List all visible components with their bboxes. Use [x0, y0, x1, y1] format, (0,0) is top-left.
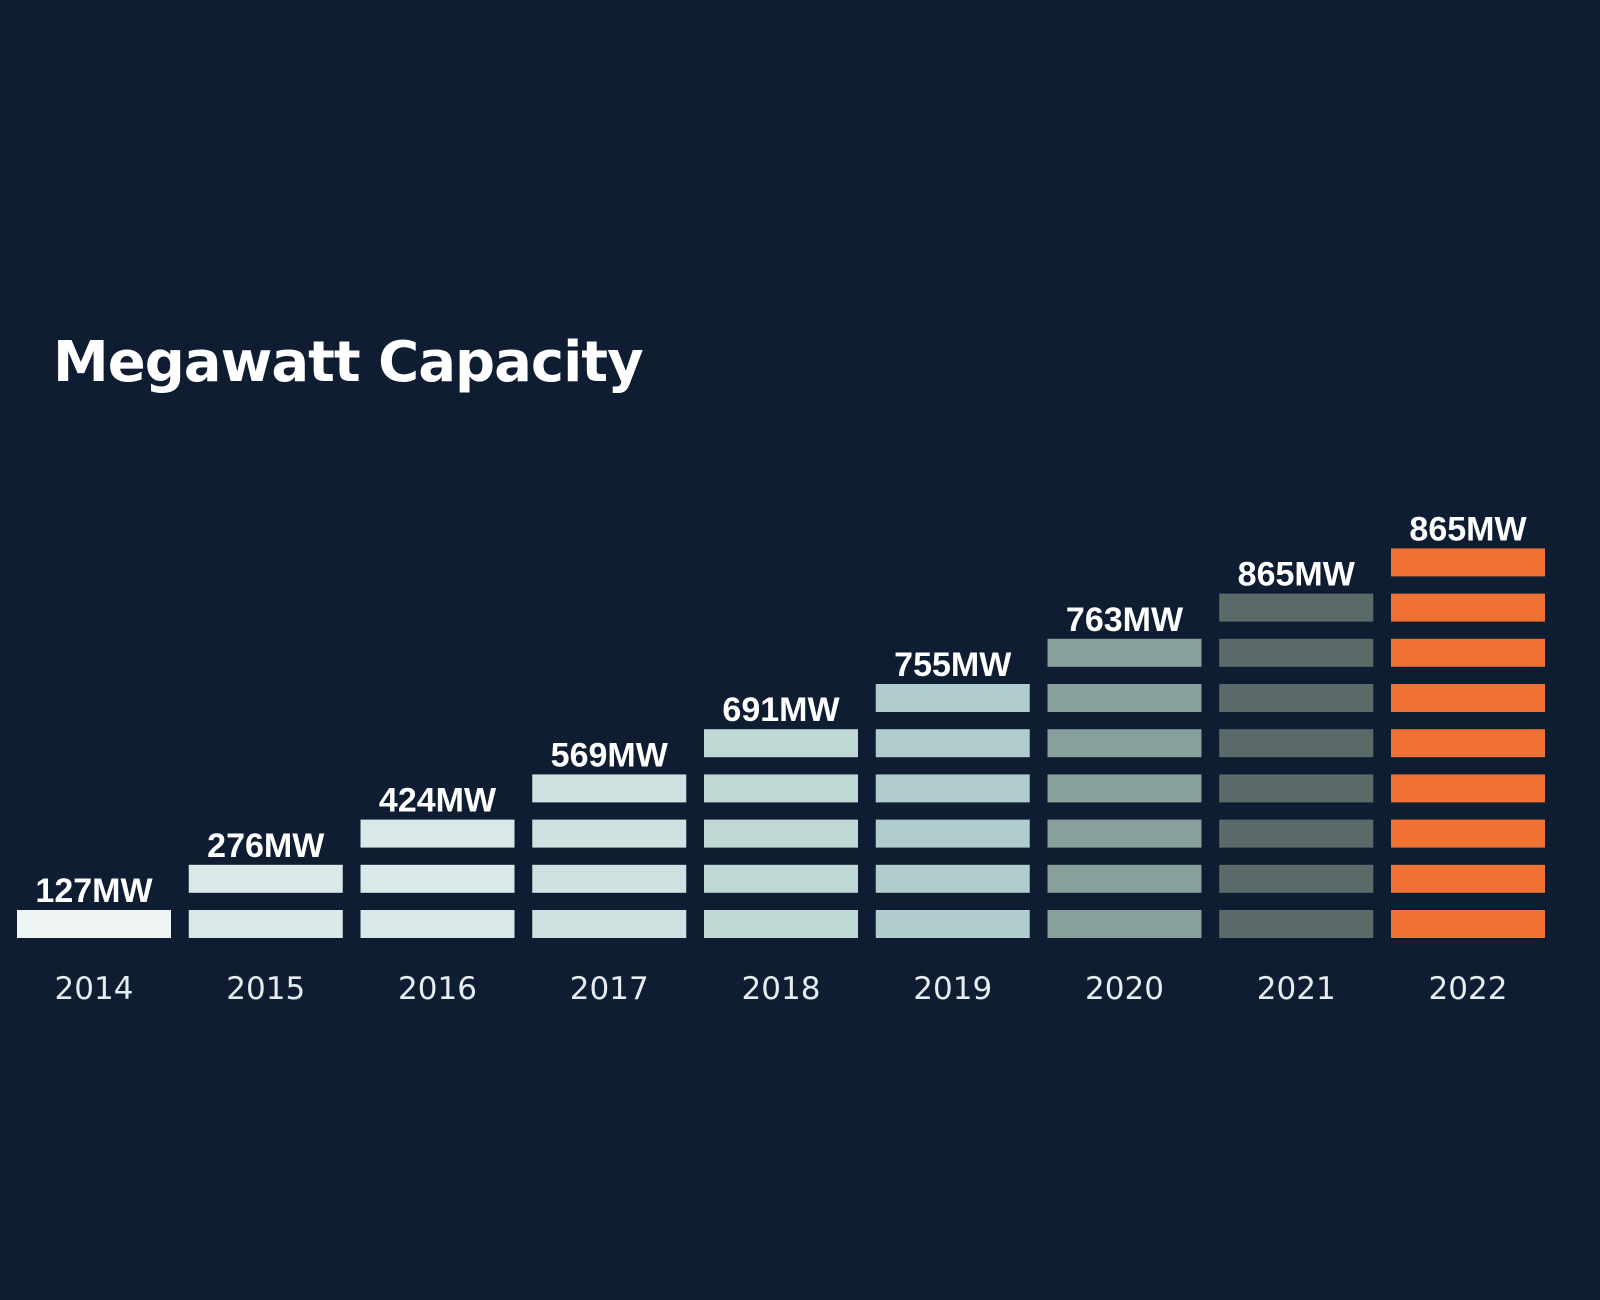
bar-segment [532, 774, 687, 803]
bar-segment [1047, 638, 1202, 667]
bar-segment [1047, 819, 1202, 848]
bar-segment [1391, 593, 1545, 622]
bar-segment [875, 910, 1030, 938]
value-label: 424MW [379, 782, 497, 820]
bar-segment [1219, 593, 1374, 622]
bar-segment [875, 684, 1030, 712]
bar-segment [360, 864, 515, 893]
bar-segment [532, 910, 687, 938]
bar-column-2022: 865MW 2022 [1391, 510, 1545, 1007]
bar-segment [1047, 910, 1202, 938]
bar-segment [1391, 638, 1545, 667]
bar-segment [1391, 819, 1545, 848]
bar-segment [1047, 774, 1202, 803]
bar-segment [360, 819, 515, 848]
bar-column-2020: 763MW 2020 [1047, 601, 1202, 1007]
bar-segment [1047, 684, 1202, 712]
x-tick-label: 2022 [1429, 971, 1508, 1007]
bar-segment [1219, 729, 1374, 758]
chart-title: Megawatt Capacity [53, 330, 644, 395]
bar-segment [1047, 864, 1202, 893]
bar-segment [1391, 548, 1545, 577]
bar-segment [1391, 864, 1545, 893]
bar-segment [532, 864, 687, 893]
bar-column-2019: 755MW 2019 [875, 646, 1030, 1007]
x-tick-label: 2019 [913, 971, 992, 1007]
bar-segment [188, 864, 343, 893]
x-tick-label: 2018 [742, 971, 821, 1007]
bar-segment [875, 864, 1030, 893]
bar-column-2016: 424MW 2016 [360, 782, 515, 1007]
value-label: 127MW [35, 872, 153, 910]
bar-segment [188, 910, 343, 938]
bar-column-2017: 569MW 2017 [532, 736, 687, 1007]
bar-column-2021: 865MW 2021 [1219, 556, 1374, 1007]
bar-segment [1219, 910, 1374, 938]
bar-segment [875, 729, 1030, 758]
bar-segment [1047, 729, 1202, 758]
bar-segment [1219, 819, 1374, 848]
bar-segment [1219, 684, 1374, 712]
bar-segment [1219, 774, 1374, 803]
value-label: 865MW [1409, 510, 1527, 548]
bar-segment [1391, 729, 1545, 758]
x-tick-label: 2021 [1257, 971, 1336, 1007]
bar-column-2015: 276MW 2015 [188, 827, 343, 1007]
bar-segment [1219, 638, 1374, 667]
bar-segment [1391, 774, 1545, 803]
value-label: 276MW [207, 827, 325, 865]
bar-segment [704, 729, 858, 758]
bar-segment [17, 910, 171, 938]
bar-segment [1391, 910, 1545, 938]
bar-segment [1391, 684, 1545, 712]
bar-segment [532, 819, 687, 848]
value-label: 569MW [551, 736, 669, 774]
x-tick-label: 2015 [226, 971, 305, 1007]
bar-segment [1219, 864, 1374, 893]
x-tick-label: 2017 [570, 971, 649, 1007]
value-label: 763MW [1066, 601, 1184, 639]
value-label: 865MW [1238, 556, 1356, 594]
bar-column-2014: 127MW 2014 [17, 872, 171, 1007]
bar-segment [704, 774, 858, 803]
value-label: 691MW [722, 691, 840, 729]
bar-segment [704, 819, 858, 848]
x-tick-label: 2020 [1085, 971, 1164, 1007]
x-tick-label: 2016 [398, 971, 477, 1007]
bar-segment [704, 910, 858, 938]
bar-segment [704, 864, 858, 893]
x-tick-label: 2014 [55, 971, 134, 1007]
bar-segment [875, 774, 1030, 803]
bar-segment [360, 910, 515, 938]
bar-segment [875, 819, 1030, 848]
value-label: 755MW [894, 646, 1012, 684]
bar-column-2018: 691MW 2018 [704, 691, 858, 1007]
